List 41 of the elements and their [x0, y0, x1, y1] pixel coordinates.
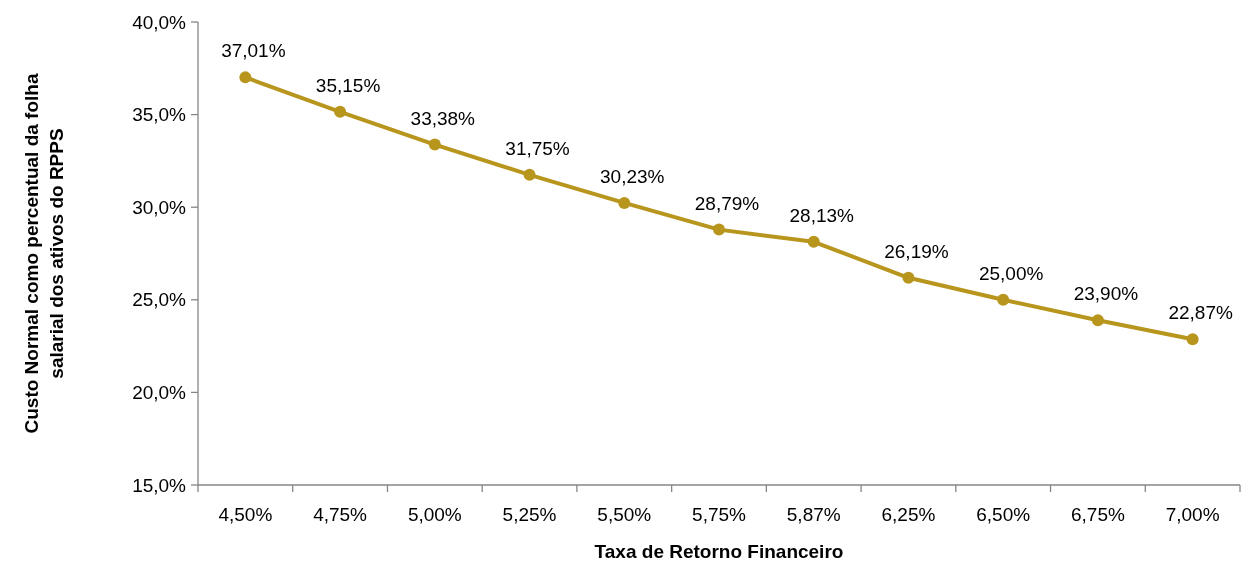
data-label: 22,87%	[1168, 302, 1233, 324]
point	[807, 235, 820, 248]
y-axis-title: Custo Normal como percentual da folha salarial dos ativos do RPPS	[21, 73, 67, 434]
x-axis-title: Taxa de Retorno Financeiro	[594, 541, 844, 562]
point	[1091, 314, 1104, 327]
data-label: 37,01%	[221, 40, 286, 62]
x-tick-label: 7,00%	[1165, 504, 1220, 525]
point	[618, 196, 631, 209]
point	[334, 105, 347, 118]
y-tick-label: 15,0%	[132, 474, 187, 496]
data-label: 23,90%	[1073, 283, 1139, 305]
point	[997, 293, 1010, 306]
point	[902, 271, 915, 284]
point	[713, 223, 725, 236]
y-tick-label: 35,0%	[132, 104, 187, 126]
y-tick-label: 40,0%	[132, 11, 187, 33]
point	[523, 168, 536, 181]
x-tick-label: 5,00%	[407, 504, 462, 525]
data-label: 28,79%	[694, 192, 760, 214]
y-tick-label: 20,0%	[132, 382, 187, 404]
y-tick-label: 25,0%	[132, 289, 187, 311]
data-label: 31,75%	[505, 137, 570, 159]
x-tick-label: 5,75%	[692, 504, 747, 525]
x-tick-label: 5,50%	[597, 504, 652, 525]
data-label: 30,23%	[600, 165, 665, 187]
y-tick-label: 30,0%	[132, 196, 187, 218]
point	[428, 138, 441, 151]
x-tick-label: 5,25%	[502, 504, 557, 525]
x-tick-label: 4,50%	[218, 504, 273, 525]
x-tick-label: 6,50%	[976, 504, 1031, 525]
data-label: 28,13%	[789, 204, 855, 226]
x-tick-label: 4,75%	[313, 504, 368, 525]
x-tick-label: 6,25%	[881, 504, 936, 525]
point	[1186, 333, 1199, 346]
x-tick-label: 6,75%	[1070, 504, 1125, 525]
point	[239, 71, 252, 84]
x-tick-label: 5,87%	[786, 504, 841, 525]
data-label: 35,15%	[315, 74, 381, 96]
data-label: 33,38%	[410, 107, 476, 129]
data-label: 26,19%	[884, 240, 949, 262]
data-label: 25,00%	[978, 262, 1044, 284]
